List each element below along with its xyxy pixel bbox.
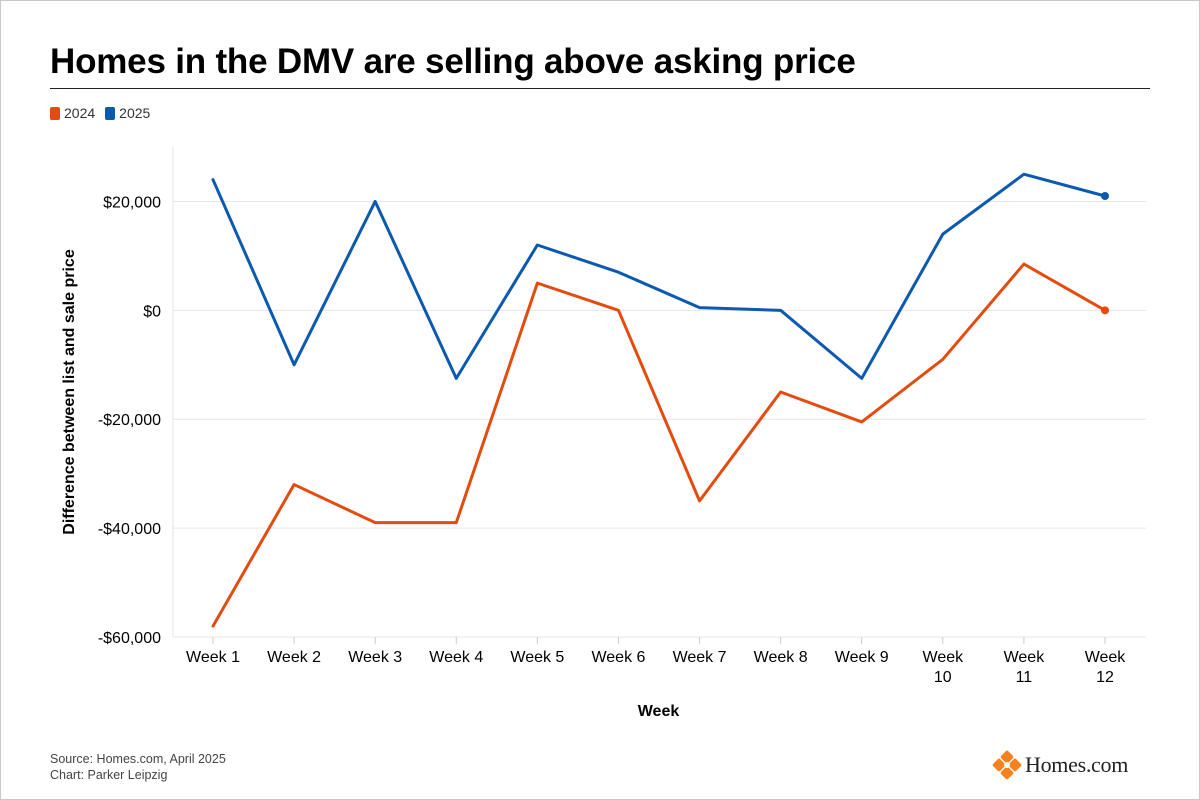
chart-title: Homes in the DMV are selling above askin… [50,42,856,81]
x-tick-label: Week 6 [591,649,645,666]
x-tick-label: Week 8 [754,649,808,666]
series-line-2025 [211,172,1107,380]
legend-item-2024: 2024 [50,105,95,121]
y-axis-ticks: -$60,000 -$40,000 -$20,000 $0 $20,000 [98,194,161,647]
credit-note: Chart: Parker Leipzig [50,768,168,782]
x-tick-label: Week 3 [348,649,402,666]
source-note: Source: Homes.com, April 2025 [50,752,226,766]
logo-petal [992,758,1006,772]
x-tick-label: Week 7 [673,649,727,666]
x-tick-label: Week 11 [1004,649,1046,686]
gridlines [173,200,1146,638]
x-axis-ticks: Week 1 Week 2 Week 3 Week 4 Week 5 Week 6 Week… [186,637,1126,686]
logo-petal [1008,758,1022,772]
x-tick-label: Week 12 [1085,649,1127,686]
series-end-point-2025 [1101,192,1109,200]
x-tick-label: Week 2 [267,649,321,666]
logo-petal [1000,750,1014,764]
logo-center [1004,762,1010,768]
x-tick-label: Week 1 [186,649,240,666]
y-tick-label: -$40,000 [98,521,161,538]
legend-label-2025: 2025 [119,105,151,121]
legend-swatch-2024 [50,106,60,120]
y-tick-label: $0 [143,303,161,320]
y-tick-label: -$20,000 [98,412,161,429]
legend-item-2025: 2025 [105,105,150,121]
homes-com-logo-icon [992,750,1022,780]
x-axis-title: Week [638,703,680,720]
series-end-point-2024 [1101,306,1109,315]
y-axis-title: Difference between list and sale price [61,249,78,535]
logo-text: Homes.com [1025,752,1129,777]
chart-footer: Source: Homes.com, April 2025 Chart: Par… [50,751,226,783]
x-tick-label: Week 9 [835,649,889,666]
x-tick-label: Week 4 [429,649,483,666]
series-line-2024 [211,262,1107,628]
legend-swatch-2025 [105,106,116,120]
series-lines [211,172,1109,628]
y-tick-label: -$60,000 [98,630,161,647]
legend-label-2024: 2024 [64,105,96,121]
x-tick-label: Week 10 [923,649,965,686]
x-tick-label: Week 5 [510,649,564,666]
y-tick-label: $20,000 [103,194,161,211]
logo-petal [1000,766,1014,780]
homes-com-logo: Homes.com [992,750,1128,780]
title-divider [50,88,1150,89]
legend: 2024 2025 [50,105,150,121]
